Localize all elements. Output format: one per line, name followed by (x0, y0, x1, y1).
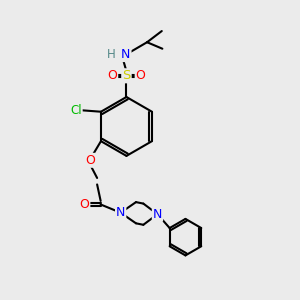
Text: N: N (153, 208, 162, 221)
Text: N: N (121, 48, 130, 61)
Text: O: O (107, 69, 117, 82)
Text: H: H (107, 48, 116, 61)
Text: O: O (136, 69, 146, 82)
Text: Cl: Cl (70, 104, 82, 117)
Text: N: N (116, 206, 125, 219)
Text: O: O (85, 154, 95, 167)
Text: S: S (122, 69, 130, 82)
Text: O: O (80, 198, 89, 211)
